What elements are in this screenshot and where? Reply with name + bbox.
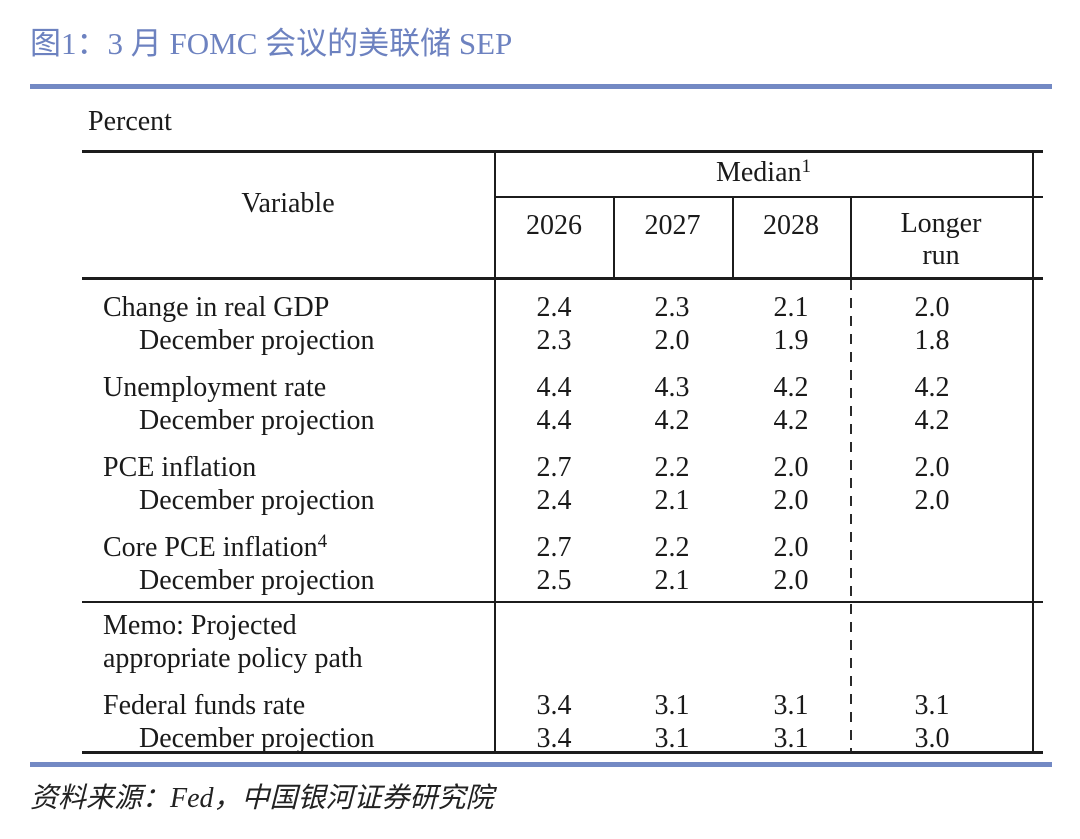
cell-2026: 2.4 (536, 485, 572, 516)
cell-2027: 3.1 (654, 723, 690, 754)
cell-2026: 2.7 (536, 452, 572, 483)
table-row-gdp-december: December projection 2.3 2.0 1.9 1.8 (82, 325, 1043, 356)
header-bottom-rule (82, 277, 1043, 280)
year-header-2027: 2027 (644, 210, 701, 241)
variable-column-divider (494, 150, 496, 754)
source-note: 资料来源：Fed，中国银河证券研究院 (30, 783, 494, 814)
longer-run-header-line1: Longer (900, 208, 982, 239)
table-bottom-rule (82, 751, 1043, 754)
year-divider-2026-2027 (613, 196, 615, 280)
year-header-2028: 2028 (763, 210, 819, 241)
cell-2028: 2.0 (773, 485, 809, 516)
section-divider-rule (30, 762, 1052, 767)
median-footnote-marker: 1 (801, 156, 812, 177)
cell-longer-run: 2.0 (914, 452, 950, 483)
table-row-core-pce: Core PCE inflation4 2.7 2.2 2.0 (82, 532, 1043, 563)
table-row-pce: PCE inflation 2.7 2.2 2.0 2.0 (82, 452, 1043, 483)
row-label: December projection (139, 565, 375, 596)
row-label: Change in real GDP (103, 292, 330, 323)
row-label: December projection (139, 485, 375, 516)
cell-2026: 2.3 (536, 325, 572, 356)
cell-2026: 4.4 (536, 372, 572, 403)
longer-run-header: Longer run (850, 208, 1032, 272)
cell-longer-run: 1.8 (914, 325, 950, 356)
cell-longer-run: 3.1 (914, 690, 950, 721)
cell-2027: 2.3 (654, 292, 690, 323)
row-label: PCE inflation (103, 452, 257, 483)
cell-2026: 2.5 (536, 565, 572, 596)
table-row-fed-funds-december: December projection 3.4 3.1 3.1 3.0 (82, 723, 1043, 754)
cell-2026: 3.4 (536, 690, 572, 721)
cell-2028: 3.1 (773, 723, 809, 754)
cell-2027: 2.0 (654, 325, 690, 356)
cell-2027: 2.2 (654, 532, 690, 563)
memo-label-line1: Memo: Projected (103, 610, 297, 641)
cell-2028: 2.0 (773, 565, 809, 596)
core-pce-footnote-marker: 4 (317, 531, 328, 552)
cell-2026: 2.4 (536, 292, 572, 323)
cell-2026: 2.7 (536, 532, 572, 563)
median-header-text: Median (715, 157, 802, 188)
median-header: Median1 (495, 157, 1032, 189)
cell-longer-run: 2.0 (914, 485, 950, 516)
figure-title: 图1：3 月 FOMC 会议的美联储 SEP (30, 26, 513, 61)
table-row-unemployment-december: December projection 4.4 4.2 4.2 4.2 (82, 405, 1043, 436)
cell-2027: 4.2 (654, 405, 690, 436)
row-label: December projection (139, 325, 375, 356)
table-row-gdp: Change in real GDP 2.4 2.3 2.1 2.0 (82, 292, 1043, 323)
table-right-border (1032, 150, 1034, 754)
cell-2027: 2.1 (654, 485, 690, 516)
cell-longer-run: 2.0 (914, 292, 950, 323)
longer-run-header-line2: run (922, 240, 960, 271)
longer-run-divider-header (850, 196, 852, 280)
row-label: Core PCE inflation4 (103, 532, 327, 563)
memo-separator-rule (82, 601, 1043, 603)
cell-2028: 3.1 (773, 690, 809, 721)
variable-header: Variable (241, 188, 335, 219)
table-row-fed-funds: Federal funds rate 3.4 3.1 3.1 3.1 (82, 690, 1043, 721)
longer-run-divider-dashed (850, 280, 852, 751)
cell-2027: 2.2 (654, 452, 690, 483)
cell-2027: 3.1 (654, 690, 690, 721)
cell-2028: 4.2 (773, 372, 809, 403)
memo-label-line2: appropriate policy path (103, 643, 363, 674)
table-row-pce-december: December projection 2.4 2.1 2.0 2.0 (82, 485, 1043, 516)
year-header-2026: 2026 (526, 210, 582, 241)
unit-label: Percent (88, 106, 172, 137)
cell-2027: 2.1 (654, 565, 690, 596)
year-divider-2027-2028 (732, 196, 734, 280)
cell-longer-run: 4.2 (914, 405, 950, 436)
cell-2028: 2.0 (773, 452, 809, 483)
median-underline-rule (495, 196, 1043, 198)
cell-2028: 1.9 (773, 325, 809, 356)
table-row-unemployment: Unemployment rate 4.4 4.3 4.2 4.2 (82, 372, 1043, 403)
cell-2026: 3.4 (536, 723, 572, 754)
cell-2028: 2.1 (773, 292, 809, 323)
title-divider-rule (30, 84, 1052, 89)
cell-2028: 4.2 (773, 405, 809, 436)
table-row-core-pce-december: December projection 2.5 2.1 2.0 (82, 565, 1043, 596)
row-label: December projection (139, 723, 375, 754)
row-label-text: Core PCE inflation (103, 532, 318, 563)
row-label: December projection (139, 405, 375, 436)
cell-2026: 4.4 (536, 405, 572, 436)
cell-2027: 4.3 (654, 372, 690, 403)
cell-longer-run: 3.0 (914, 723, 950, 754)
table-top-rule (82, 150, 1043, 153)
cell-longer-run: 4.2 (914, 372, 950, 403)
row-label: Federal funds rate (103, 690, 306, 721)
row-label: Unemployment rate (103, 372, 327, 403)
cell-2028: 2.0 (773, 532, 809, 563)
